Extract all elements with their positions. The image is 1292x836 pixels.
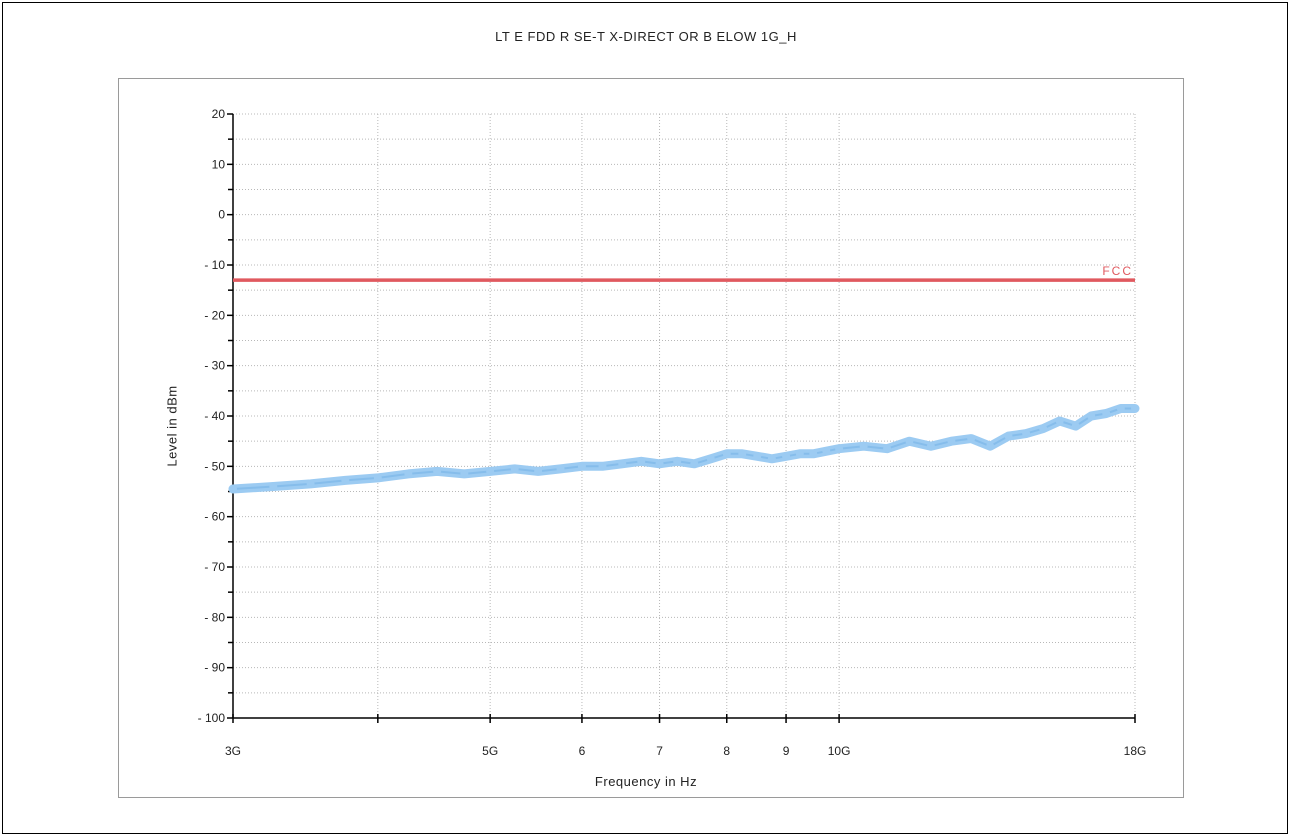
y-tick-label: - 40 [204,409,225,423]
trace-point [229,484,237,493]
trace-point [404,469,413,478]
trace-point [967,434,976,443]
trace-point [341,476,350,485]
trace-point [706,454,715,463]
x-tick-label: 10G [828,744,851,758]
y-tick-label: 10 [212,157,226,171]
y-tick-label: - 60 [204,510,225,524]
trace-point [1071,422,1080,431]
x-tick-label: 6 [579,744,586,758]
x-tick-label: 5G [482,744,498,758]
trace-point [655,459,664,468]
trace-point [486,467,495,476]
trace-point [905,437,914,446]
trace-point [1004,432,1013,441]
y-tick-label: - 90 [204,661,225,675]
trace-point [767,454,776,463]
trace-point [753,452,762,461]
trace-point [782,452,791,461]
y-tick-label: - 80 [204,610,225,624]
trace-point [637,457,646,466]
plot-frame [118,78,1184,798]
x-tick-label: 9 [783,744,790,758]
trace-point [722,449,731,458]
trace-point [1022,429,1031,438]
y-tick-label: - 100 [198,711,226,725]
trace-point [306,479,315,488]
trace-point [1116,404,1125,413]
chart-title: LT E FDD R SE-T X-DIRECT OR B ELOW 1G_H [495,29,797,44]
trace-point [577,462,586,471]
y-tick-label: - 50 [204,459,225,473]
trace-point [1102,409,1111,418]
trace-point [947,437,956,446]
trace-point [269,482,278,491]
trace-point [986,442,995,451]
trace-point [1087,412,1096,420]
trace-point [618,459,627,468]
x-tick-label: 7 [656,744,663,758]
x-tick-label: 3G [225,744,241,758]
trace-point [809,449,818,458]
trace-point [883,444,892,453]
y-tick-label: 20 [212,107,226,121]
y-tick-label: 0 [218,208,225,222]
trace-point [859,442,868,451]
y-tick-label: - 20 [204,308,225,322]
trace-point [926,442,935,451]
trace-point [690,459,699,468]
trace-point [510,464,519,473]
trace-point [795,449,804,458]
x-axis-label: Frequency in Hz [594,774,698,789]
trace-point [556,464,565,473]
trace-point [822,447,831,456]
fcc-limit-label: FCC [1102,264,1133,278]
y-tick-label: - 10 [204,258,225,272]
trace-point [373,473,382,482]
x-tick-label: 18G [1124,744,1147,758]
y-tick-label: - 70 [204,560,225,574]
y-tick-label: - 30 [204,359,225,373]
trace-point [1039,424,1048,433]
trace-point [1055,417,1064,426]
trace-point [534,467,543,476]
trace-point [460,469,469,478]
trace-point [738,449,747,458]
measured-trace-band [228,404,1140,494]
trace-point [433,467,442,476]
trace-point [835,444,844,453]
trace-point [598,462,607,471]
x-tick-label: 8 [723,744,730,758]
trace-point [1131,404,1139,413]
trace-point [673,457,682,466]
